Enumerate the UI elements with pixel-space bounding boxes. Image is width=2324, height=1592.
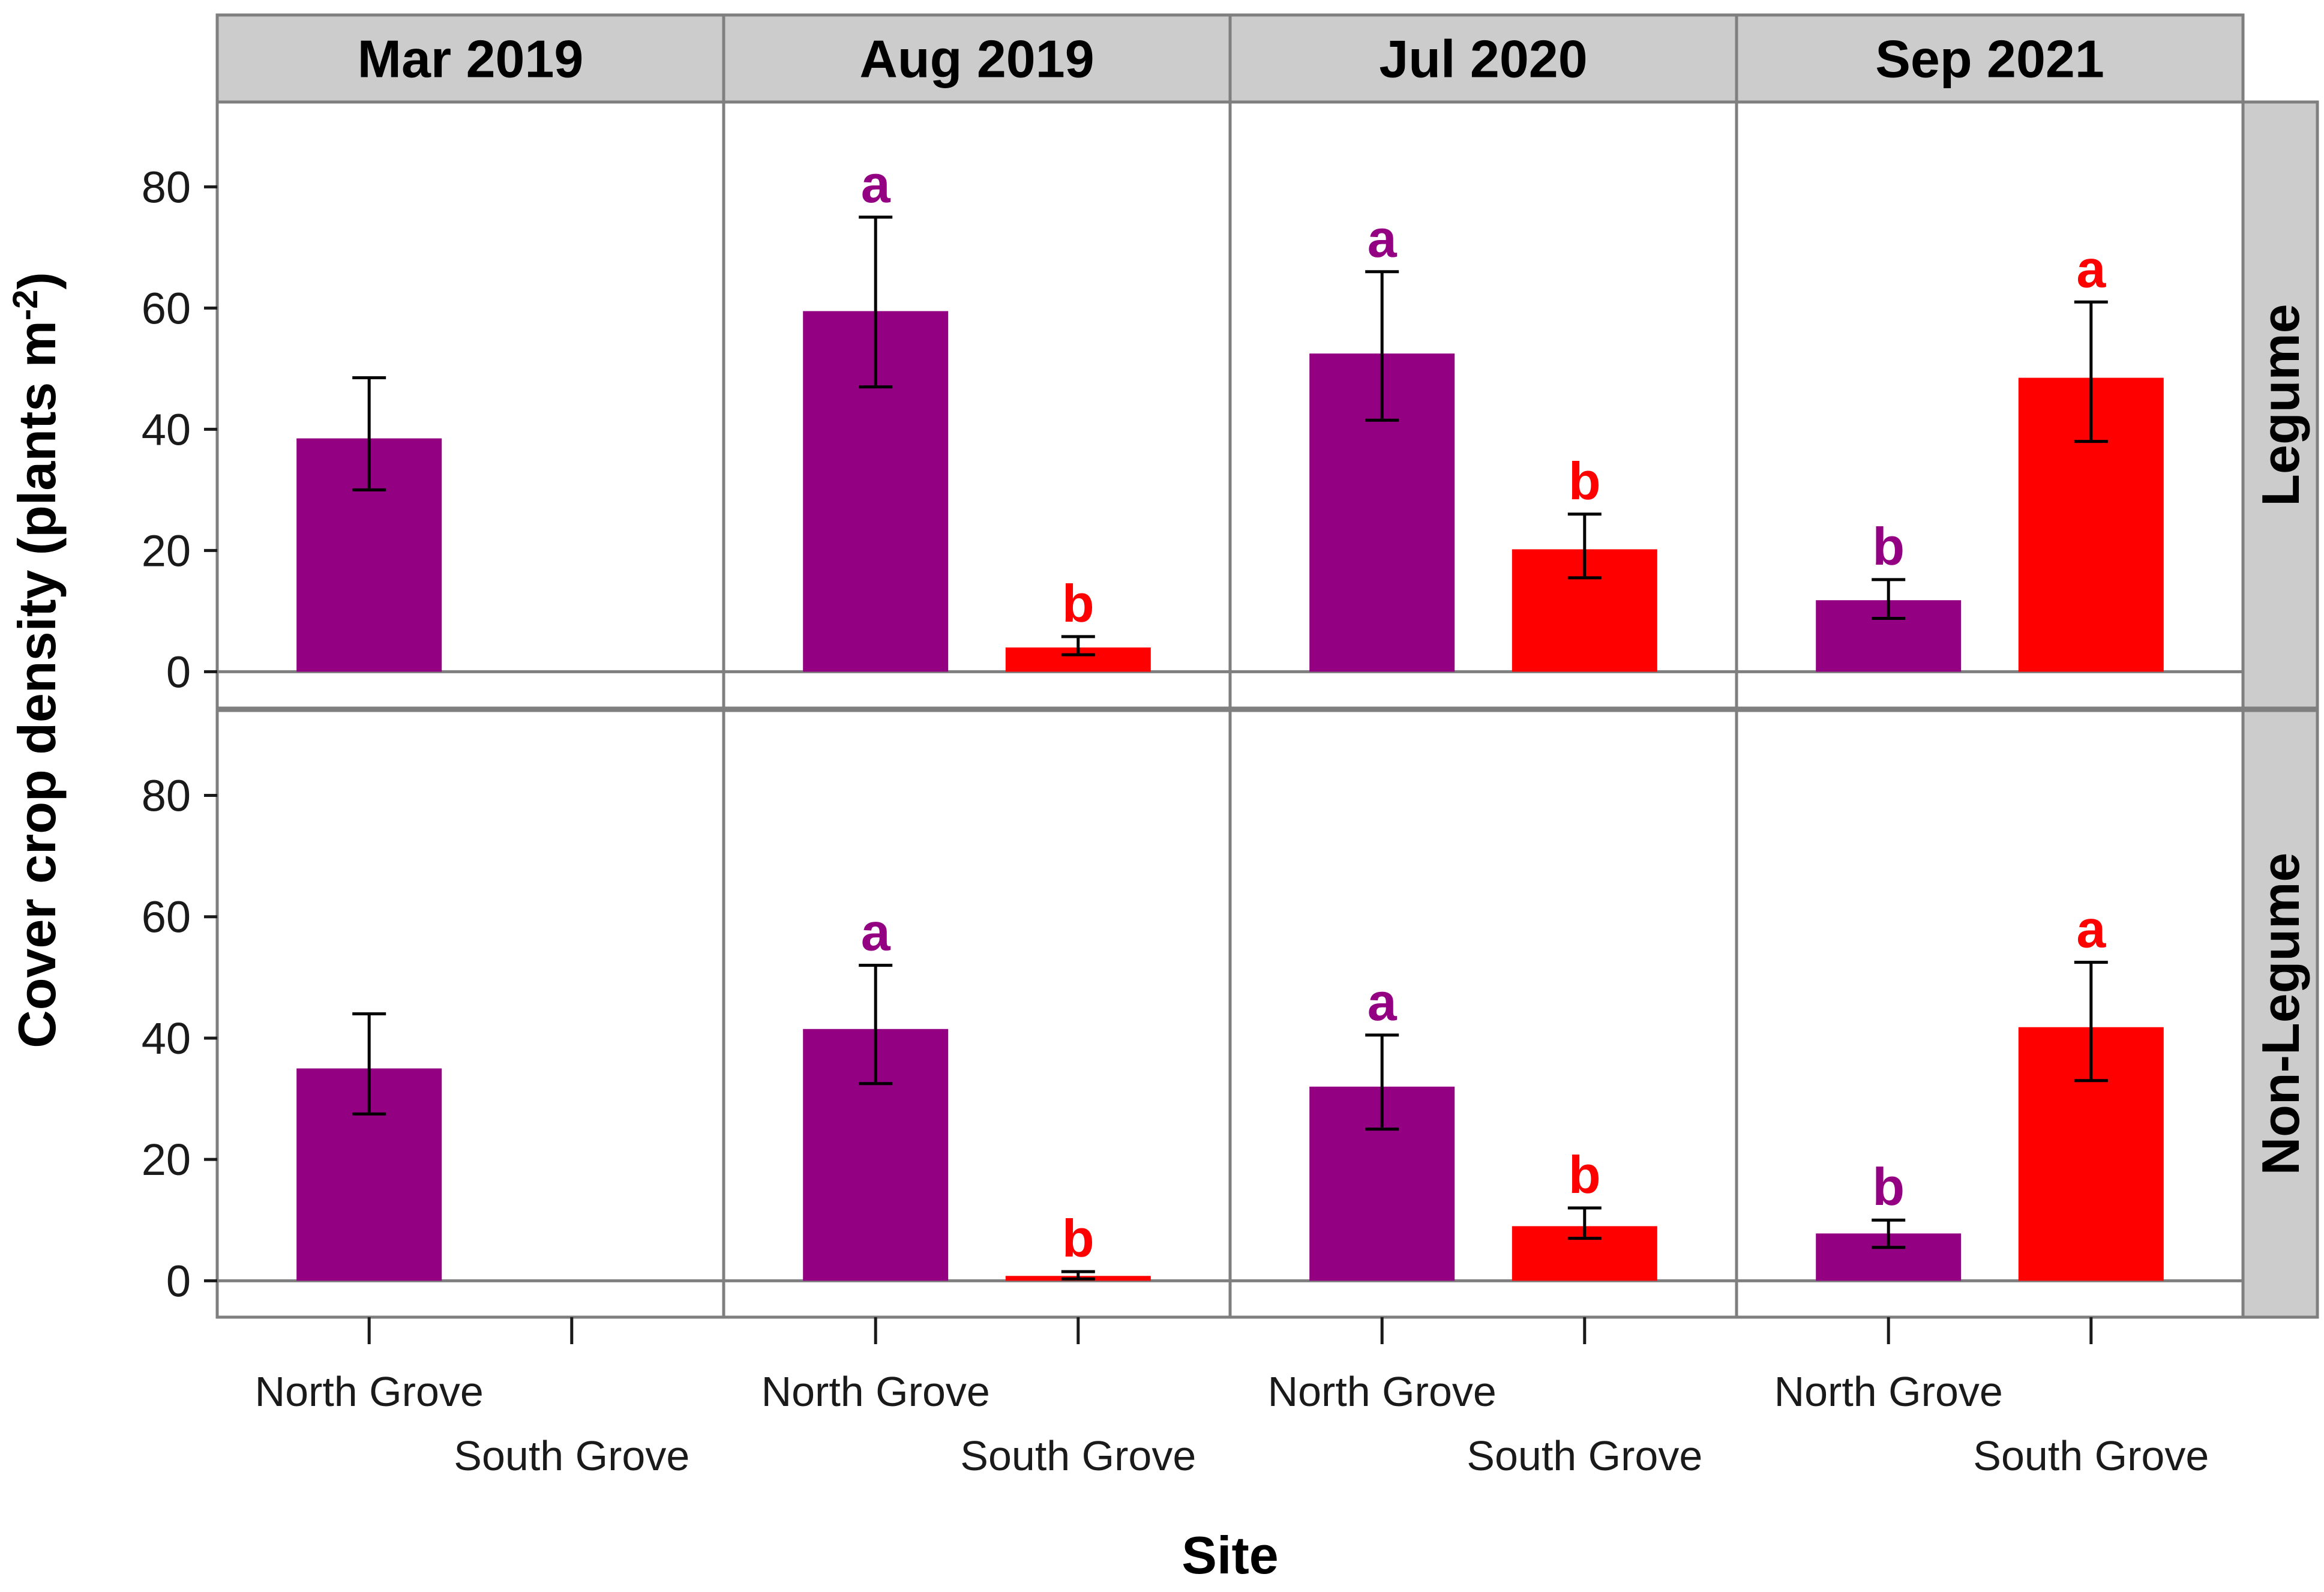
significance-letter: a [1368,209,1398,268]
panel-legume-jul-2020 [1228,100,1738,710]
y-tick-label: 20 [142,1135,191,1185]
column-strip-mar-2019 [215,13,725,104]
significance-letter: a [2076,900,2106,959]
y-tick-label: 60 [142,283,191,333]
column-strip-sep-2021 [1735,13,2245,104]
x-tick-label-north-grove: North Grove [761,1368,990,1415]
x-tick-label-south-grove: South Grove [1467,1432,1702,1479]
y-axis-title: Cover crop density (plants m-2) [6,272,67,1048]
x-tick-label-south-grove: South Grove [454,1432,689,1479]
significance-letter: a [2076,239,2106,298]
significance-letter: a [1368,972,1398,1032]
significance-letter: b [1062,574,1094,633]
significance-letter: b [1872,1157,1905,1216]
significance-letter: b [1569,1145,1601,1204]
y-axis-title-superscript: -2 [6,290,45,321]
significance-letter: b [1569,451,1601,511]
panel-non-legume-mar-2019 [215,709,725,1319]
x-tick-label-south-grove: South Grove [960,1432,1196,1479]
x-tick-label-north-grove: North Grove [1268,1368,1497,1415]
column-strip-jul-2020 [1228,13,1738,104]
significance-letter: a [861,154,891,214]
column-strip-label: Jul 2020 [1379,29,1587,89]
y-tick-label: 60 [142,892,191,942]
x-tick-label-north-grove: North Grove [1774,1368,2003,1415]
y-tick-label: 80 [142,162,191,212]
row-strip-legume [2241,100,2319,710]
significance-letter: b [1872,517,1905,576]
column-strip-label: Sep 2021 [1875,29,2104,89]
column-strip-aug-2019 [722,13,1232,104]
row-strip-label: Legume [2251,304,2310,506]
panel-legume-mar-2019 [215,100,725,710]
panel-non-legume-sep-2021 [1735,709,2245,1319]
panel-non-legume-aug-2019 [722,709,1232,1319]
y-axis-title-close: ) [7,272,67,289]
panel-legume-sep-2021 [1735,100,2245,710]
panel-legume-aug-2019 [722,100,1232,710]
column-strip-label: Aug 2019 [859,29,1094,89]
column-strip-label: Mar 2019 [358,29,584,89]
y-tick-label: 0 [166,647,191,697]
y-tick-label: 80 [142,771,191,821]
y-tick-label: 40 [142,1014,191,1063]
y-tick-label: 20 [142,526,191,575]
x-tick-label-north-grove: North Grove [255,1368,484,1415]
x-tick-label-south-grove: South Grove [1973,1432,2209,1479]
panel-non-legume-jul-2020 [1228,709,1738,1319]
x-axis-title: Site [1182,1525,1278,1585]
row-strip-label: Non-Legume [2251,853,2310,1176]
y-axis-title-main: Cover crop density (plants m [7,320,67,1048]
y-tick-label: 0 [166,1256,191,1306]
significance-letter: b [1062,1209,1094,1268]
y-tick-label: 40 [142,404,191,454]
significance-letter: a [861,903,891,962]
